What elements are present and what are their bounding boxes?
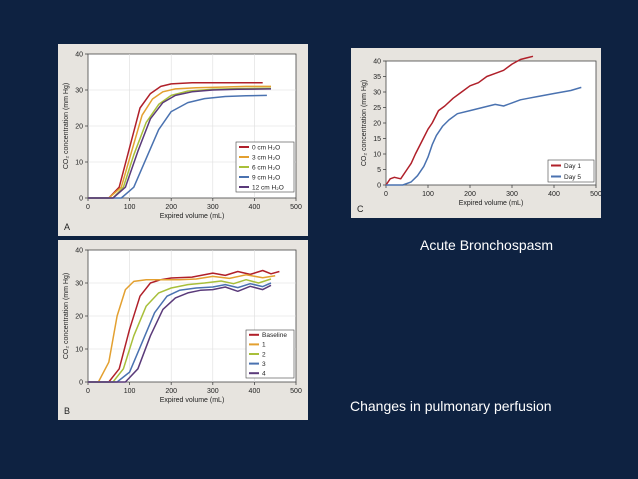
series-line-b-1 bbox=[88, 274, 276, 383]
series-line-c-0 bbox=[385, 55, 534, 186]
x-tick-label: 0 bbox=[384, 191, 388, 198]
x-tick-label: 300 bbox=[207, 204, 219, 211]
chart-panel-a: 0 100 200 300 400 500 0 10 20 30 40 Expired volume … bbox=[58, 44, 308, 236]
y-tick-label: 10 bbox=[75, 160, 83, 167]
x-tick-label: 500 bbox=[590, 191, 601, 198]
y-tick-label: 25 bbox=[373, 105, 381, 112]
x-tick-label: 100 bbox=[124, 204, 136, 211]
panel-letter-a: A bbox=[64, 222, 70, 232]
legend-label: 2 bbox=[262, 351, 266, 358]
x-tick-label: 200 bbox=[165, 388, 177, 395]
y-tick-label: 20 bbox=[75, 314, 83, 321]
x-axis-label-a: Expired volume (mL) bbox=[160, 213, 225, 220]
x-tick-label: 200 bbox=[165, 204, 177, 211]
x-tick-label: 100 bbox=[422, 191, 434, 198]
legend-label: 12 cm H₂O bbox=[252, 184, 284, 191]
x-tick-label: 200 bbox=[464, 191, 476, 198]
x-tick-label: 400 bbox=[249, 388, 261, 395]
caption-pulmonary-perfusion: Changes in pulmonary perfusion bbox=[350, 398, 552, 414]
y-axis-label-b: CO₂ concentration (mm Hg) bbox=[63, 273, 70, 359]
y-tick-label: 5 bbox=[377, 167, 381, 174]
y-tick-label: 40 bbox=[75, 52, 83, 59]
x-tick-label: 0 bbox=[86, 388, 90, 395]
series-line-a-3 bbox=[88, 94, 267, 199]
x-tick-label: 300 bbox=[506, 191, 518, 198]
y-tick-label: 0 bbox=[79, 380, 83, 387]
panel-letter-b: B bbox=[64, 406, 70, 416]
y-tick-label: 30 bbox=[75, 88, 83, 95]
x-tick-label: 500 bbox=[290, 204, 302, 211]
y-tick-label: 10 bbox=[373, 152, 381, 159]
chart-a-svg: 0 100 200 300 400 500 0 10 20 30 40 Expired volume … bbox=[63, 52, 302, 233]
series-line-a-1 bbox=[88, 85, 271, 199]
x-tick-label: 300 bbox=[207, 388, 219, 395]
y-tick-label: 30 bbox=[373, 90, 381, 97]
y-tick-label: 0 bbox=[377, 183, 381, 190]
y-tick-label: 20 bbox=[75, 124, 83, 131]
legend-label: Baseline bbox=[262, 332, 287, 339]
chart-panel-b: 0 100 200 300 400 500 0 10 20 30 40 Expired volume … bbox=[58, 240, 308, 420]
y-tick-label: 40 bbox=[373, 59, 381, 66]
series-line-a-4 bbox=[88, 88, 272, 199]
legend-label: Day 5 bbox=[564, 174, 581, 181]
legend-label: 9 cm H₂O bbox=[252, 174, 280, 181]
legend-label: 3 cm H₂O bbox=[252, 154, 280, 161]
legend-label: Day 1 bbox=[564, 163, 581, 170]
legend-label: 6 cm H₂O bbox=[252, 164, 280, 171]
legend-label: 0 cm H₂O bbox=[252, 144, 280, 151]
series-line-b-3 bbox=[88, 282, 272, 383]
panel-letter-c: C bbox=[357, 204, 364, 214]
y-tick-label: 35 bbox=[373, 74, 381, 81]
caption-acute-bronchospasm: Acute Bronchospasm bbox=[420, 237, 554, 253]
series-line-b-4 bbox=[88, 284, 272, 383]
y-tick-label: 30 bbox=[75, 281, 83, 288]
legend-label: 4 bbox=[262, 371, 266, 378]
x-tick-label: 100 bbox=[124, 388, 136, 395]
y-axis-label-c: CO₂ concentration (mm Hg) bbox=[361, 80, 368, 166]
legend-label: 3 bbox=[262, 361, 266, 368]
series-line-c-1 bbox=[386, 86, 582, 186]
x-tick-label: 400 bbox=[548, 191, 560, 198]
y-tick-label: 20 bbox=[373, 121, 381, 128]
chart-b-svg: 0 100 200 300 400 500 0 10 20 30 40 Expired volume … bbox=[63, 248, 302, 417]
series-line-a-0 bbox=[88, 82, 263, 199]
legend-box-a bbox=[235, 141, 295, 193]
series-line-b-2 bbox=[88, 278, 272, 383]
legend-label: 1 bbox=[262, 342, 266, 349]
y-tick-label: 10 bbox=[75, 347, 83, 354]
y-axis-label-a: CO₂ concentration (mm Hg) bbox=[63, 83, 70, 169]
y-tick-label: 15 bbox=[373, 136, 381, 143]
y-tick-label: 0 bbox=[79, 196, 83, 203]
chart-c-svg: 0 100 200 300 400 500 0 5 10 15 20 25 30 35 40 Expired … bbox=[357, 55, 601, 214]
x-tick-label: 400 bbox=[249, 204, 261, 211]
x-axis-label-c: Expired volume (mL) bbox=[459, 200, 524, 207]
series-line-b-0 bbox=[88, 269, 280, 383]
x-axis-label-b: Expired volume (mL) bbox=[160, 397, 225, 404]
x-tick-label: 0 bbox=[86, 204, 90, 211]
x-tick-label: 500 bbox=[290, 388, 302, 395]
chart-panel-c: 0 100 200 300 400 500 0 5 10 15 20 25 30 35 40 Expired … bbox=[351, 48, 601, 218]
y-tick-label: 40 bbox=[75, 248, 83, 255]
